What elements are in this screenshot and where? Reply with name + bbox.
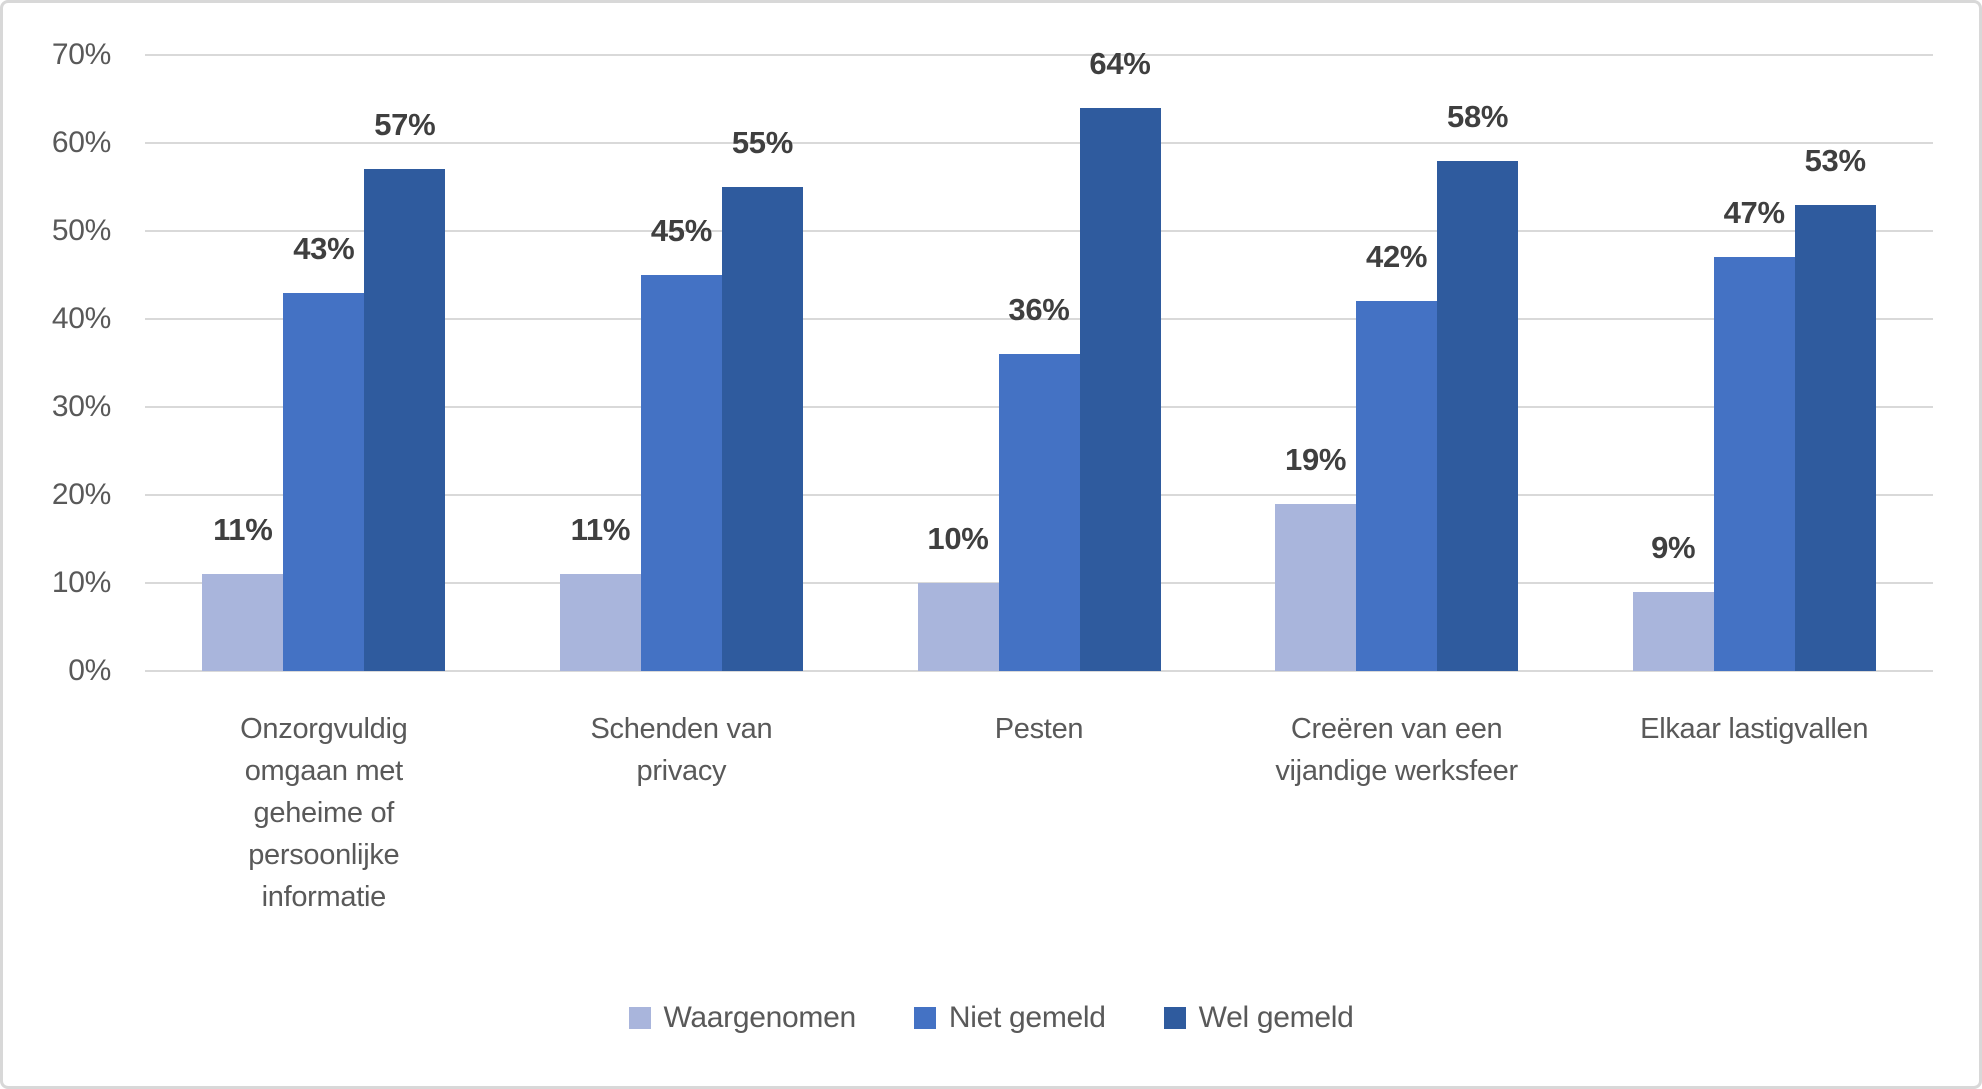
y-tick-label: 20% (51, 478, 111, 511)
bar-wel-gemeld (364, 169, 446, 671)
y-tick-label: 10% (51, 566, 111, 599)
y-tick-label: 50% (51, 214, 111, 247)
bar-niet-gemeld (1713, 257, 1795, 671)
data-label: 10% (927, 521, 989, 556)
bar-wel-gemeld (1794, 204, 1876, 671)
y-tick-label: 30% (51, 390, 111, 423)
category-label: Pesten (994, 713, 1084, 745)
data-label: 64% (1089, 45, 1151, 81)
bar-waargenomen (1632, 591, 1714, 671)
plot-area: 11% 43% 57% 11% 45% 55% 10% 36% 64% 19% 42% 58% 9% 47… (145, 46, 1933, 672)
bar-niet-gemeld (1356, 301, 1438, 671)
data-label: 53% (1804, 142, 1866, 178)
bar-niet-gemeld (283, 292, 365, 671)
data-label: 9% (1651, 529, 1696, 565)
data-label: 42% (1366, 239, 1428, 275)
bar-niet-gemeld (640, 275, 722, 671)
data-label: 58% (1447, 98, 1509, 134)
data-label: 45% (650, 213, 712, 248)
data-label: 11% (570, 512, 631, 548)
legend-label: Niet gemeld (948, 1001, 1106, 1034)
data-label: 55% (731, 125, 793, 160)
gridline (145, 142, 1933, 144)
data-label: 11% (213, 512, 273, 548)
category-axis: Onzorgvuldig omgaan met geheime of perso… (145, 708, 1933, 958)
bar-waargenomen (1275, 503, 1357, 671)
data-label: 43% (293, 230, 355, 266)
bar-waargenomen (202, 574, 284, 671)
legend-swatch-icon (913, 1007, 936, 1029)
category-label: Creëren van een vijandige werksfeer (1275, 713, 1518, 787)
legend-swatch-icon (628, 1007, 651, 1029)
y-tick-label: 60% (51, 126, 111, 159)
gridline (145, 230, 1933, 232)
data-label: 57% (374, 107, 436, 143)
bar-niet-gemeld (998, 354, 1080, 671)
gridline (145, 318, 1933, 320)
y-tick-label: 70% (51, 38, 111, 71)
legend: Waargenomen Niet gemeld Wel gemeld (3, 1001, 1979, 1035)
gridline (145, 670, 1933, 672)
legend-swatch-icon (1163, 1007, 1186, 1029)
data-label: 47% (1723, 195, 1785, 231)
gridline (145, 54, 1933, 56)
category-label: Schenden van privacy (590, 713, 773, 787)
bar-wel-gemeld (721, 187, 803, 671)
y-tick-label: 40% (51, 302, 111, 335)
legend-item-waargenomen: Waargenomen (628, 1001, 857, 1035)
data-label: 19% (1285, 441, 1347, 477)
legend-item-wel-gemeld: Wel gemeld (1163, 1001, 1354, 1035)
category-label: Onzorgvuldig omgaan met geheime of perso… (240, 713, 408, 913)
legend-label: Wel gemeld (1198, 1001, 1354, 1034)
y-tick-label: 0% (68, 654, 111, 687)
y-axis: 0% 10% 20% 30% 40% 50% 60% 70% (3, 3, 113, 1086)
bar-waargenomen (559, 574, 641, 671)
legend-label: Waargenomen (663, 1001, 857, 1034)
category-label: Elkaar lastigvallen (1640, 713, 1869, 745)
data-label: 36% (1008, 292, 1070, 328)
bar-waargenomen (917, 583, 999, 671)
bar-wel-gemeld (1079, 107, 1161, 671)
legend-item-niet-gemeld: Niet gemeld (913, 1001, 1106, 1035)
bar-wel-gemeld (1437, 160, 1519, 671)
